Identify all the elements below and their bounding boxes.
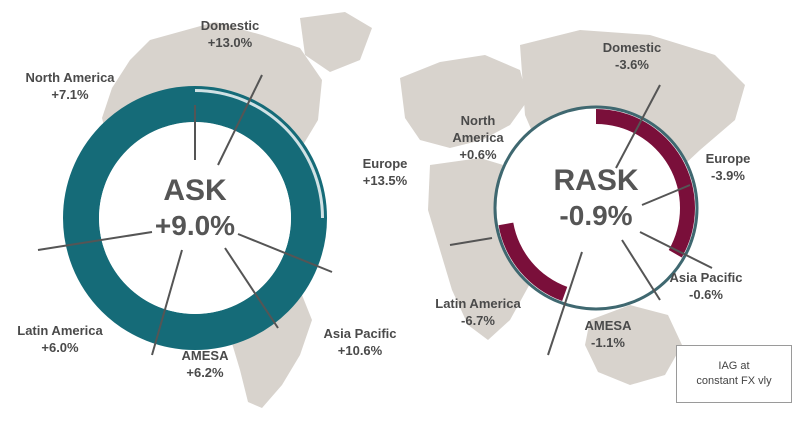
- segment-label: Latin America -6.7%: [435, 296, 521, 328]
- segment-region: Asia Pacific: [324, 326, 397, 341]
- segment-region: AMESA: [585, 318, 633, 333]
- leader-line: [237, 233, 333, 273]
- rask-donut: [493, 105, 699, 311]
- segment-change: +7.1%: [51, 87, 89, 102]
- segment-label: AMESA -1.1%: [585, 318, 633, 350]
- segment-label: Domestic -3.6%: [603, 40, 662, 72]
- ask-center-title: ASK: [163, 174, 227, 207]
- rask-center-value: -0.9%: [559, 200, 632, 231]
- leader-line: [641, 184, 691, 206]
- ask-ring: [63, 86, 327, 350]
- segment-label: North America +0.6%: [452, 113, 504, 162]
- segment-label: Europe +13.5%: [363, 156, 408, 188]
- segment-change: -6.7%: [461, 313, 495, 328]
- leader-line: [615, 84, 661, 169]
- segment-change: +13.5%: [363, 173, 408, 188]
- segment-change: -3.6%: [615, 57, 649, 72]
- donut-hole: [512, 124, 680, 292]
- map-europe: [400, 55, 528, 148]
- leader-line: [449, 237, 493, 246]
- leader-line: [151, 249, 183, 356]
- segment-region: Europe: [706, 151, 751, 166]
- segment-change: +13.0%: [208, 35, 253, 50]
- leader-line: [37, 231, 153, 251]
- segment-region: Asia Pacific: [670, 270, 743, 285]
- fx-note-box: IAG at constant FX vly: [676, 345, 792, 403]
- segment-region: Latin America: [435, 296, 521, 311]
- donut-hole: [99, 122, 291, 314]
- segment-region: North: [461, 113, 496, 128]
- leader-line: [547, 251, 583, 356]
- segment-change: +6.2%: [186, 365, 224, 380]
- segment-region: Europe: [363, 156, 408, 171]
- segment-region: Latin America: [17, 323, 103, 338]
- leader-line: [639, 231, 713, 269]
- segment-change: +6.0%: [41, 340, 79, 355]
- segment-label: Asia Pacific -0.6%: [670, 270, 743, 302]
- map-greenland: [300, 12, 372, 72]
- segment-change: America: [452, 130, 504, 145]
- segment-region: North America: [25, 70, 115, 85]
- ask-donut: [63, 86, 327, 350]
- rask-center-title: RASK: [553, 164, 638, 197]
- fx-note-line-2: constant FX vly: [696, 375, 772, 387]
- leader-lines: [37, 74, 713, 356]
- segment-change: +0.6%: [459, 147, 497, 162]
- segment-region: Domestic: [603, 40, 662, 55]
- segment-change: -0.6%: [689, 287, 723, 302]
- segment-change: -3.9%: [711, 168, 745, 183]
- leader-line: [224, 247, 279, 329]
- map-australia: [585, 305, 682, 385]
- segment-labels: ASK+9.0% Domestic +13.0% Europe +13.5% Asia P…: [17, 18, 750, 380]
- segment-label: Europe -3.9%: [706, 151, 751, 183]
- segment-region: Domestic: [201, 18, 260, 33]
- donut-layer: [63, 86, 699, 350]
- leader-line: [217, 74, 263, 166]
- fx-note-line-1: IAG at: [718, 360, 750, 372]
- segment-label: North America +7.1%: [25, 70, 115, 102]
- segment-region: AMESA: [182, 348, 230, 363]
- rask-segment-latin-america: [498, 222, 568, 302]
- segment-label: Latin America +6.0%: [17, 323, 103, 355]
- rask-segment-europe: [596, 109, 695, 258]
- segment-label: Asia Pacific +10.6%: [324, 326, 397, 358]
- segment-change: -1.1%: [591, 335, 625, 350]
- segment-change: +10.6%: [338, 343, 383, 358]
- segment-label: AMESA +6.2%: [182, 348, 230, 380]
- leader-line: [621, 239, 661, 301]
- ask-center-value: +9.0%: [155, 210, 235, 241]
- segment-label: Domestic +13.0%: [201, 18, 260, 50]
